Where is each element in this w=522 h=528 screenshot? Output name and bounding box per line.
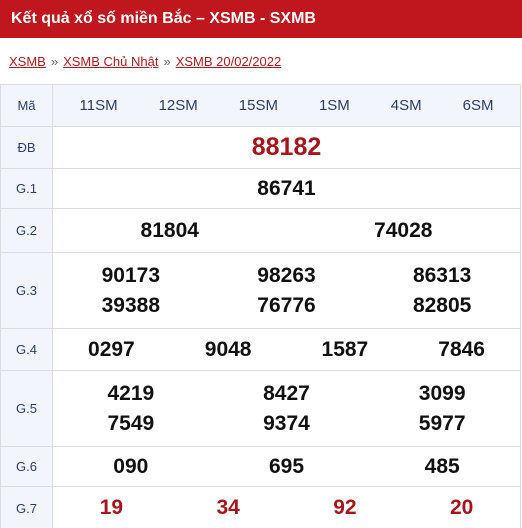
code-row: Mã 11SM 12SM 15SM 1SM 4SM 6SM — [0, 84, 521, 127]
prize-number: 0297 — [88, 337, 135, 361]
results-table: Mã 11SM 12SM 15SM 1SM 4SM 6SM ĐB 88182 G… — [0, 84, 521, 528]
row-label: ĐB — [0, 126, 53, 169]
breadcrumb-separator: » — [163, 53, 171, 69]
breadcrumb-link-xsmb-sunday[interactable]: XSMB Chủ Nhật — [63, 53, 159, 69]
row-label: G.2 — [0, 208, 53, 253]
row-label: G.3 — [0, 252, 53, 329]
prize-number: 5977 — [418, 411, 466, 435]
row-label: Mã — [0, 84, 53, 127]
code-item: 6SM — [462, 97, 494, 114]
prize-row-g5: G.5 4219 8427 3099 7549 9374 5977 — [0, 370, 521, 447]
prize-number: 9374 — [263, 411, 310, 435]
row-label: G.6 — [0, 446, 53, 487]
prize-number: 98263 — [257, 263, 316, 287]
prize-number: 81804 — [140, 218, 199, 242]
prize-number: 74028 — [374, 218, 433, 242]
prize-number: 34 — [216, 496, 240, 519]
prize-row-g1: G.1 86741 — [0, 168, 521, 209]
breadcrumb-link-xsmb[interactable]: XSMB — [9, 53, 46, 69]
row-label: G.4 — [0, 328, 53, 371]
prize-row-g6: G.6 090 695 485 — [0, 446, 521, 487]
prize-number: 485 — [424, 454, 460, 478]
breadcrumb-separator: » — [50, 53, 59, 69]
row-label: G.1 — [0, 168, 53, 209]
prize-number: 7846 — [438, 337, 485, 361]
prize-row-special: ĐB 88182 — [0, 126, 521, 169]
breadcrumb: XSMB » XSMB Chủ Nhật » XSMB 20/02/2022 — [0, 38, 522, 84]
prize-number: 695 — [268, 454, 305, 478]
prize-number: 3099 — [418, 381, 466, 405]
prize-number: 39388 — [101, 293, 161, 317]
prize-number: 90173 — [101, 263, 161, 287]
prize-number: 19 — [99, 496, 124, 519]
code-item: 1SM — [318, 97, 350, 114]
prize-number: 92 — [333, 496, 357, 519]
prize-number: 86741 — [257, 176, 316, 200]
page-header: Kết quả xổ số miền Bắc – XSMB - SXMB — [0, 0, 522, 38]
prize-row-g4: G.4 0297 9048 1587 7846 — [0, 328, 521, 371]
prize-number: 090 — [113, 454, 149, 478]
page-title: Kết quả xổ số miền Bắc – XSMB - SXMB — [11, 10, 316, 27]
row-label: G.7 — [0, 486, 53, 528]
code-item: 12SM — [158, 97, 198, 114]
code-list: 11SM 12SM 15SM 1SM 4SM 6SM — [53, 97, 520, 114]
code-item: 15SM — [238, 97, 278, 114]
row-label: G.5 — [0, 370, 53, 447]
prize-number: 76776 — [257, 293, 316, 317]
prize-number: 82805 — [412, 293, 472, 317]
prize-row-g3: G.3 90173 98263 86313 39388 76776 82805 — [0, 252, 521, 329]
prize-number: 8427 — [263, 381, 310, 405]
prize-number: 86313 — [412, 263, 472, 287]
prize-number: 9048 — [204, 337, 252, 361]
prize-number: 88182 — [251, 133, 322, 161]
prize-number: 4219 — [107, 381, 155, 405]
prize-row-g7: G.7 19 34 92 20 — [0, 486, 521, 528]
breadcrumb-link-xsmb-date[interactable]: XSMB 20/02/2022 — [175, 53, 282, 69]
prize-number: 1587 — [321, 337, 369, 361]
prize-number: 20 — [449, 496, 474, 519]
prize-row-g2: G.2 81804 74028 — [0, 208, 521, 253]
prize-number: 7549 — [107, 411, 155, 435]
code-item: 11SM — [79, 97, 118, 114]
code-item: 4SM — [390, 97, 422, 114]
